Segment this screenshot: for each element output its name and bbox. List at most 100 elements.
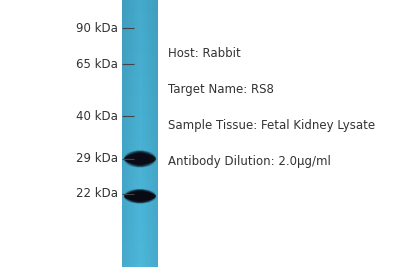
Bar [122,245,158,248]
Bar [122,80,158,83]
Bar [122,98,158,101]
Bar [122,250,158,254]
Bar [122,69,158,72]
Bar [122,10,158,13]
Bar [122,216,158,219]
Bar [122,226,158,230]
Text: Host: Rabbit: Host: Rabbit [168,47,241,60]
Bar [122,237,158,240]
Ellipse shape [125,189,155,203]
Ellipse shape [130,152,150,165]
Bar [147,0,148,267]
Bar [122,181,158,184]
Bar [122,37,158,40]
Bar [122,149,158,152]
Ellipse shape [124,189,156,203]
Bar [127,0,128,267]
Ellipse shape [129,152,151,166]
Bar [122,210,158,214]
Bar [122,48,158,51]
Bar [122,160,158,163]
Text: 22 kDa: 22 kDa [76,187,118,200]
Bar [128,0,129,267]
Bar [123,0,124,267]
Bar [122,154,158,158]
Text: 65 kDa: 65 kDa [76,58,118,70]
Bar [122,109,158,112]
Bar [126,0,127,267]
Bar [122,40,158,43]
Bar [122,165,158,168]
Ellipse shape [125,151,155,167]
Bar [122,248,158,251]
Text: 29 kDa: 29 kDa [76,152,118,165]
Ellipse shape [131,153,149,165]
Bar [122,213,158,216]
Ellipse shape [126,190,154,203]
Bar [122,176,158,179]
Ellipse shape [127,190,153,203]
Bar [122,21,158,24]
Bar [122,26,158,29]
Bar [122,192,158,195]
Bar [122,128,158,131]
Bar [122,85,158,88]
Bar [135,0,136,267]
Bar [122,202,158,206]
Bar [122,34,158,37]
Bar [122,23,158,27]
Bar [122,18,158,21]
Bar [122,93,158,96]
Bar [122,224,158,227]
Ellipse shape [129,152,151,166]
Bar [122,53,158,56]
Bar [122,138,158,142]
Text: Antibody Dilution: 2.0µg/ml: Antibody Dilution: 2.0µg/ml [168,155,331,168]
Bar [122,32,158,35]
Bar [139,0,140,267]
Ellipse shape [126,190,154,203]
Ellipse shape [126,151,154,167]
Bar [122,136,158,139]
Bar [122,88,158,91]
Bar [124,0,126,267]
Ellipse shape [131,191,149,202]
Bar [142,0,144,267]
Bar [122,56,158,59]
Bar [122,189,158,192]
Bar [122,2,158,5]
Bar [122,0,123,267]
Ellipse shape [130,152,150,166]
Bar [156,0,157,267]
Ellipse shape [124,191,156,201]
Ellipse shape [128,151,152,166]
Ellipse shape [129,190,151,202]
Text: Target Name: RS8: Target Name: RS8 [168,83,274,96]
Bar [122,197,158,200]
Bar [122,168,158,171]
Ellipse shape [127,151,153,166]
Ellipse shape [124,189,156,203]
Bar [122,234,158,238]
Bar [122,229,158,232]
Ellipse shape [126,151,154,167]
Ellipse shape [124,150,156,167]
Bar [122,173,158,176]
Text: Sample Tissue: Fetal Kidney Lysate: Sample Tissue: Fetal Kidney Lysate [168,119,375,132]
Bar [122,82,158,85]
Bar [122,50,158,53]
Ellipse shape [129,190,151,202]
Bar [129,0,130,267]
Bar [122,15,158,19]
Bar [122,218,158,222]
Text: 40 kDa: 40 kDa [76,110,118,123]
Bar [122,7,158,11]
Bar [122,125,158,128]
Ellipse shape [132,191,148,201]
Ellipse shape [130,191,150,202]
Bar [122,13,158,16]
Bar [122,253,158,256]
Bar [122,45,158,48]
Ellipse shape [128,190,152,202]
Bar [122,42,158,45]
